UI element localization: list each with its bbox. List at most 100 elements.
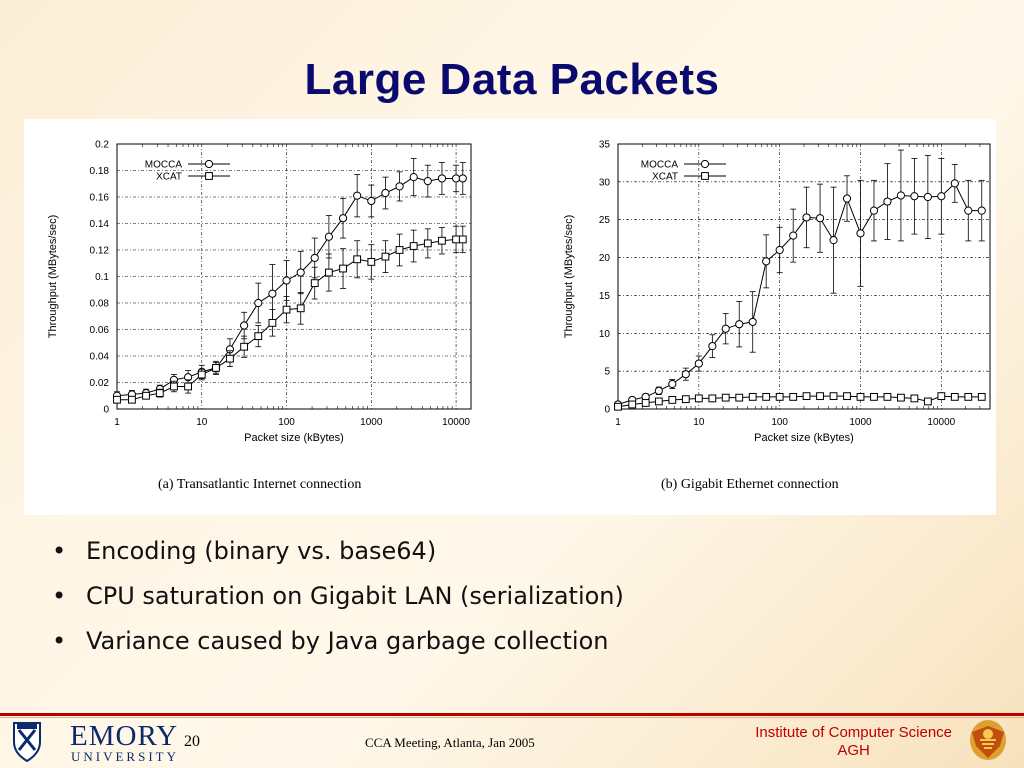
data-point-mocca (654, 386, 663, 395)
legend-marker (701, 172, 709, 180)
footer-rule (0, 713, 1024, 716)
bullet-item: • Variance caused by Java garbage collect… (52, 627, 609, 655)
y-tick-label: 0.08 (90, 299, 110, 310)
y-tick-label: 25 (599, 215, 611, 226)
data-point-xcat (458, 235, 467, 244)
data-point-xcat (910, 394, 919, 403)
data-point-mocca (748, 317, 757, 327)
data-point-xcat (856, 392, 865, 401)
data-point-mocca (296, 268, 305, 277)
data-point-mocca (681, 370, 690, 379)
data-point-mocca (381, 188, 390, 198)
legend-label: MOCCA (641, 160, 679, 171)
data-point-mocca (896, 191, 906, 200)
data-point-xcat (381, 252, 390, 261)
bullet-list: • Encoding (binary vs. base64) • CPU satur… (52, 532, 624, 667)
data-point-mocca (923, 192, 932, 202)
data-point-mocca (240, 321, 249, 330)
data-point-xcat (113, 395, 121, 404)
data-point-mocca (829, 236, 838, 245)
x-tick-label: 100 (278, 417, 295, 428)
data-point-mocca (856, 229, 865, 238)
data-point-xcat (395, 246, 404, 254)
meeting-label: CCA Meeting, Atlanta, Jan 2005 (365, 735, 535, 750)
y-tick-label: 0.02 (90, 378, 110, 389)
data-point-xcat (735, 393, 744, 402)
x-tick-label: 1 (114, 417, 120, 428)
data-point-xcat (829, 392, 838, 401)
x-tick-label: 10 (693, 417, 705, 428)
data-point-mocca (775, 245, 784, 255)
series-line-mocca (617, 182, 982, 405)
data-point-mocca (977, 206, 986, 215)
data-point-xcat (721, 393, 730, 402)
emory-wordmark: EMORY (70, 720, 179, 752)
y-tick-label: 0.04 (90, 352, 110, 363)
data-point-xcat (964, 392, 973, 401)
y-tick-label: 10 (599, 329, 611, 340)
data-point-mocca (883, 197, 892, 206)
data-point-xcat (802, 392, 811, 401)
data-point-mocca (282, 276, 291, 285)
data-point-xcat (212, 364, 220, 372)
legend-marker (204, 159, 214, 169)
x-tick-label: 10 (196, 417, 208, 428)
x-tick-label: 10000 (927, 417, 955, 428)
data-point-mocca (950, 179, 959, 188)
data-point-mocca (721, 324, 730, 333)
data-point-xcat (681, 395, 690, 404)
data-point-xcat (155, 389, 164, 398)
legend-label: XCAT (652, 172, 678, 183)
y-tick-label: 0.2 (95, 140, 109, 151)
data-point-xcat (628, 400, 637, 409)
x-tick-label: 1 (615, 417, 621, 428)
data-point-mocca (937, 192, 946, 201)
y-tick-label: 0 (604, 405, 610, 416)
legend-marker (700, 159, 710, 169)
data-point-xcat (197, 370, 206, 379)
data-point-mocca (964, 206, 973, 215)
data-point-xcat (668, 396, 677, 404)
emory-university-label: UNIVERSITY (71, 749, 179, 764)
data-point-xcat (268, 318, 277, 327)
chart-transatlantic: 0 0.02 0.04 0.06 0.08 0.1 0.12 0.14 0.16 0.18 0.2 1… (47, 140, 472, 444)
data-point-xcat (226, 354, 234, 363)
y-axis-label: Throughput (MBytes/sec) (47, 215, 59, 339)
y-tick-label: 20 (599, 253, 611, 264)
data-point-xcat (708, 394, 717, 403)
institute-label: Institute of Computer Science AGH (755, 724, 952, 759)
figure-panel: 0 0.02 0.04 0.06 0.08 0.1 0.12 0.14 0.16 0.18 0.2 1… (24, 119, 996, 515)
data-point-mocca (353, 191, 362, 200)
data-point-mocca (437, 174, 447, 183)
caption-gigabit: (b) Gigabit Ethernet connection (661, 477, 839, 492)
data-point-mocca (762, 257, 771, 266)
slide-title: Large Data Packets (304, 55, 720, 104)
y-tick-label: 15 (599, 291, 611, 302)
data-point-xcat (977, 392, 986, 401)
data-point-xcat (339, 264, 347, 273)
data-point-xcat (843, 392, 851, 401)
x-axis-label: Packet size (kBytes) (244, 432, 344, 444)
data-point-xcat (170, 382, 178, 391)
data-point-xcat (310, 279, 319, 288)
data-point-mocca (910, 192, 919, 201)
y-tick-label: 0.16 (90, 193, 110, 204)
data-point-xcat (775, 392, 784, 401)
data-point-mocca (310, 253, 319, 263)
data-point-xcat (184, 382, 193, 391)
data-point-xcat (694, 394, 703, 403)
data-point-mocca (668, 379, 677, 389)
chart-gigabit: 0 5 10 15 20 25 30 35 1 10 100 1000 10000 Packet size… (563, 140, 991, 444)
data-point-mocca (869, 206, 879, 215)
data-point-mocca (268, 289, 277, 298)
legend-marker (205, 172, 213, 180)
bullet-item: • Encoding (binary vs. base64) (52, 537, 437, 565)
series-line-mocca (116, 176, 463, 397)
footer-rule-thin (0, 717, 1024, 718)
plot-frame (617, 143, 991, 410)
y-tick-label: 0.06 (90, 325, 110, 336)
y-tick-label: 5 (604, 367, 610, 378)
data-point-xcat (762, 392, 771, 401)
data-point-mocca (708, 342, 717, 351)
data-point-xcat (409, 242, 418, 250)
